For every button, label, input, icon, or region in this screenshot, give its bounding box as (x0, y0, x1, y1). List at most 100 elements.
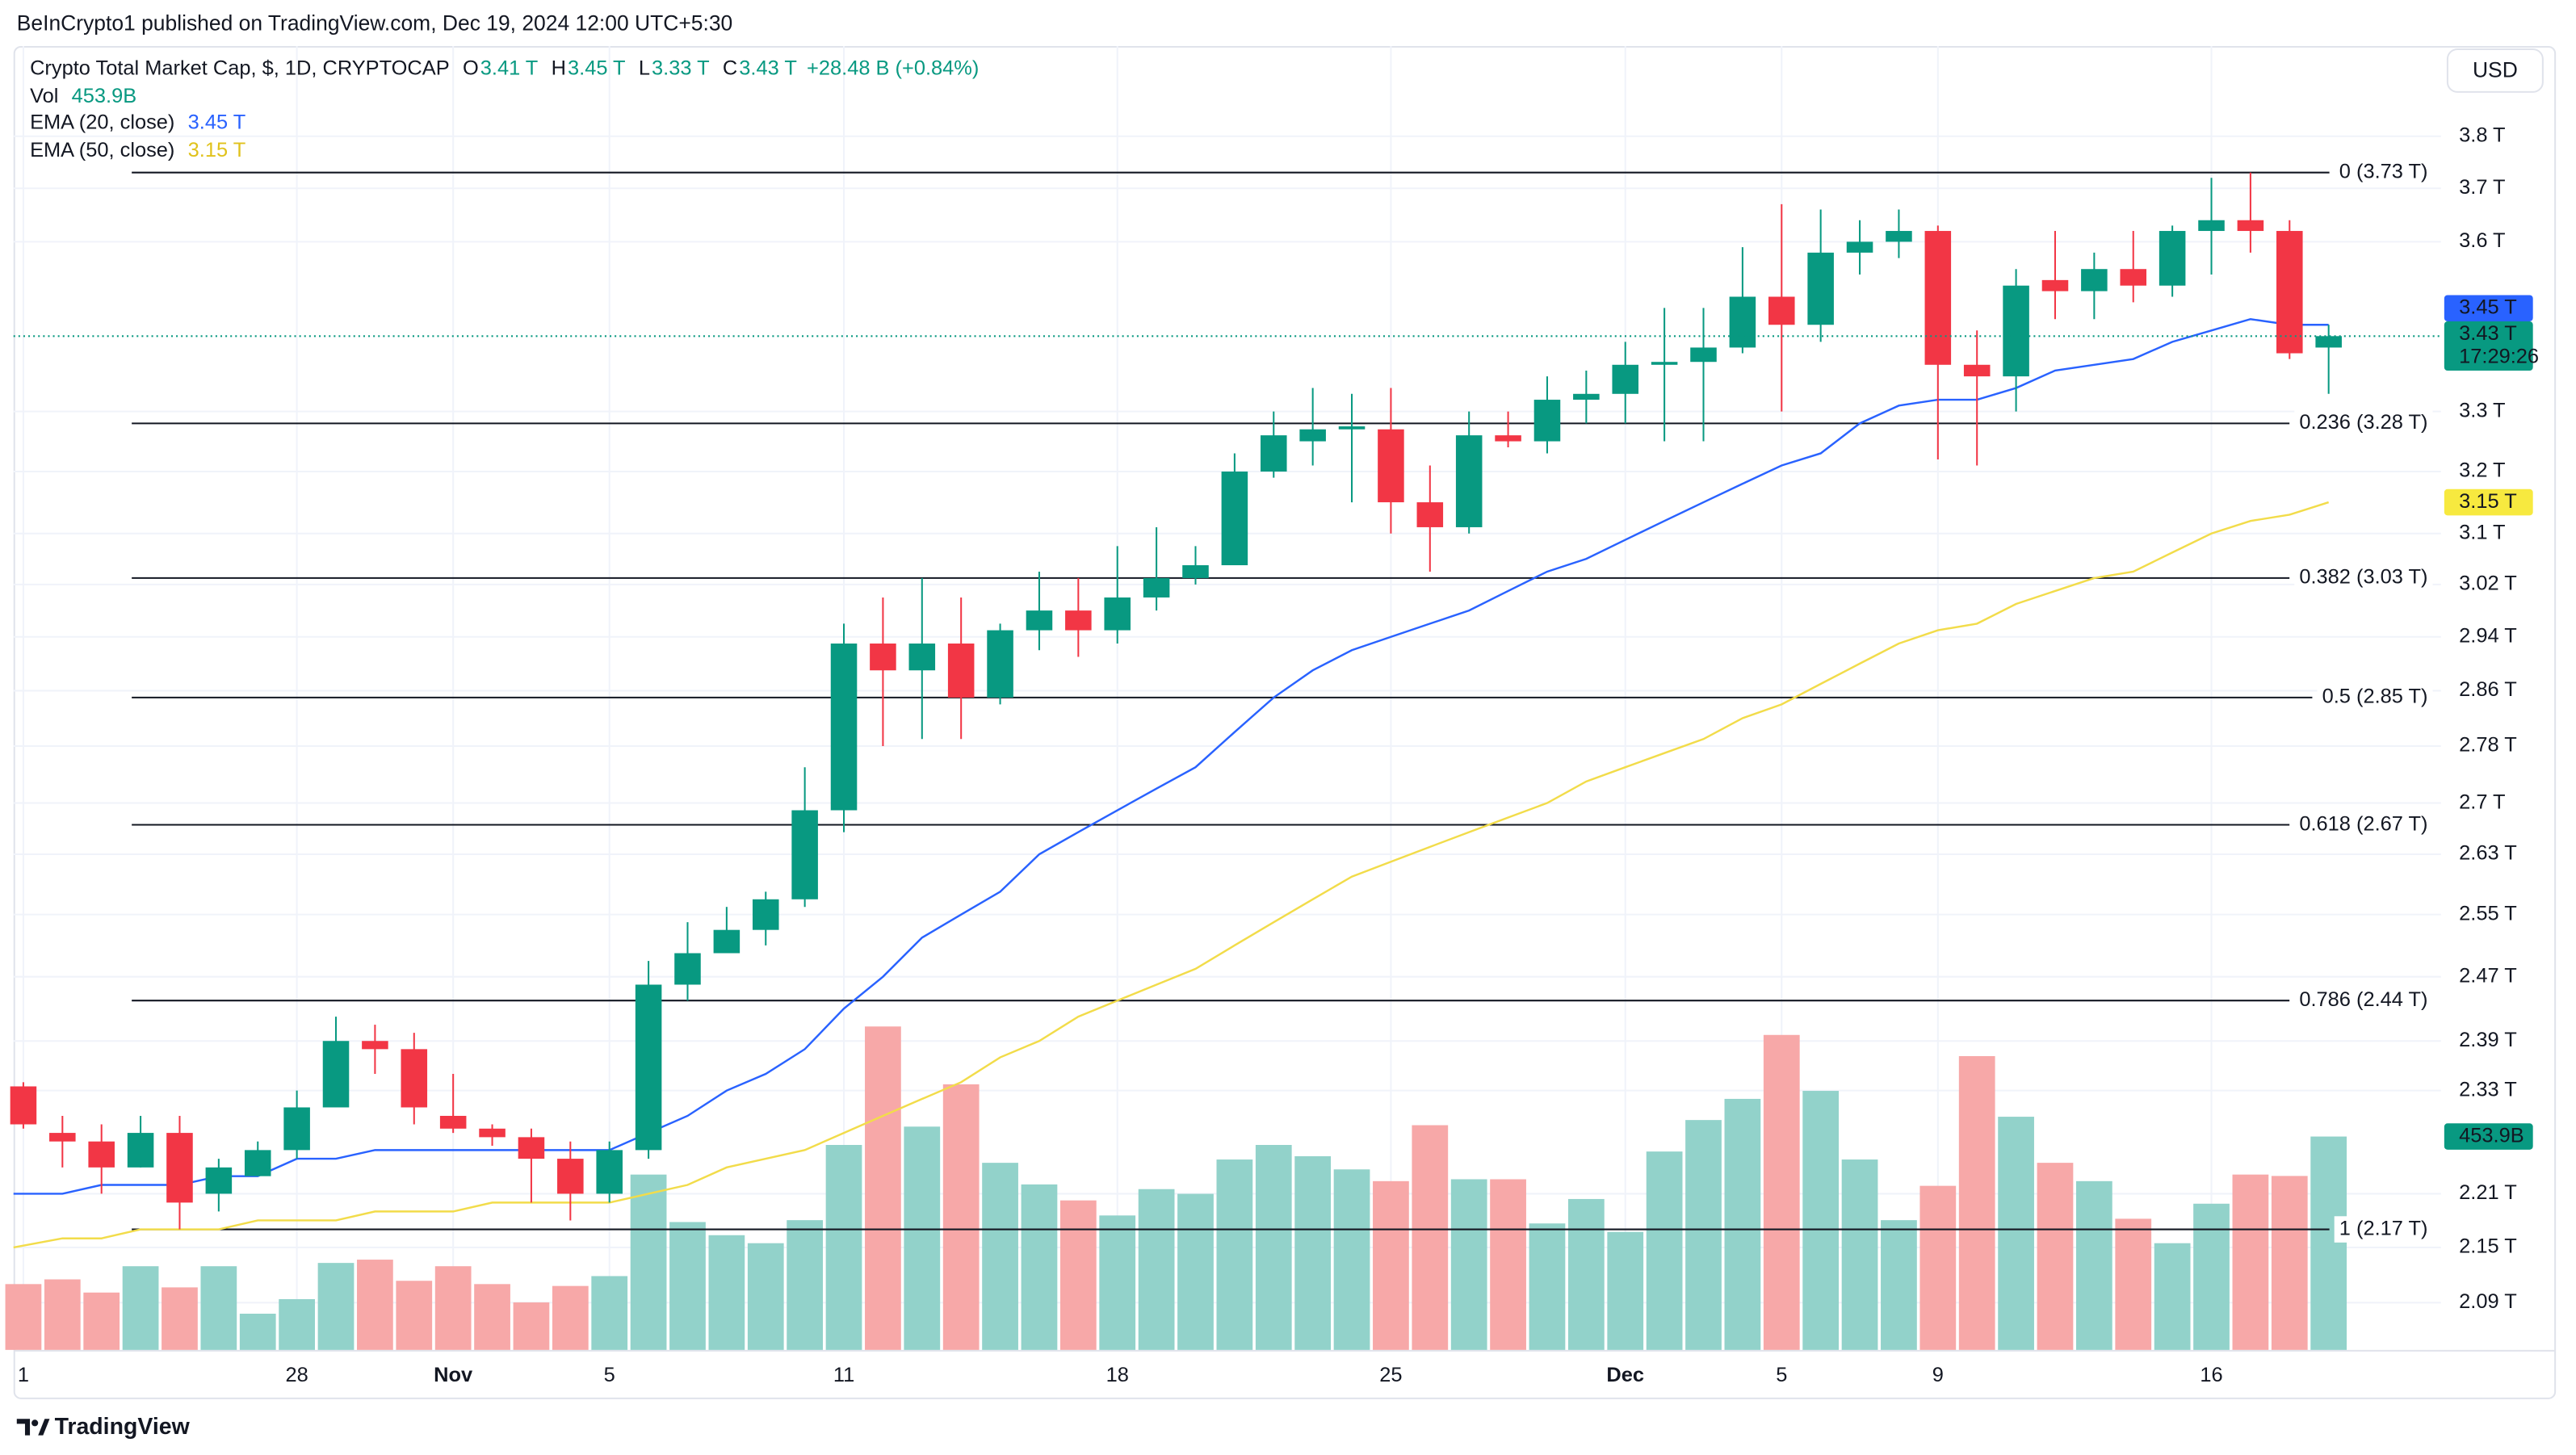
candle-body (752, 899, 779, 930)
candle-body (1533, 400, 1561, 442)
candle-body (88, 1141, 115, 1168)
candle-body (987, 630, 1013, 698)
x-tick-label: Dec (1606, 1364, 1644, 1386)
y-tick-label: 2.33 T (2459, 1078, 2517, 1101)
volume-bar (1255, 1144, 1292, 1350)
candle-body (1846, 241, 1873, 253)
x-tick-label: 28 (285, 1364, 308, 1386)
volume-bar (1841, 1159, 1878, 1350)
candle-body (1221, 472, 1248, 566)
fib-label-bg (2294, 564, 2433, 592)
ohlc-key: C (723, 57, 737, 79)
volume-bar (474, 1284, 510, 1350)
ema-value: 3.45 T (188, 111, 246, 133)
currency-button[interactable]: USD (2446, 48, 2544, 93)
candle-body (791, 810, 818, 899)
candle-body (362, 1041, 388, 1050)
fib-label: 0.5 (2.85 T) (2322, 686, 2428, 708)
y-tick-label: 2.86 T (2459, 678, 2517, 701)
candle-body (2276, 231, 2303, 354)
brand-logo: TradingView (16, 1414, 191, 1440)
legend-row-volume: Vol 453.9B (30, 85, 136, 107)
volume-bar (904, 1126, 941, 1350)
candle-body (2041, 279, 2069, 291)
logo-mark (38, 1419, 50, 1436)
ema20-label: 3.45 T (2459, 296, 2517, 318)
volume-bar (2154, 1243, 2191, 1350)
volume-bar (747, 1243, 784, 1350)
candle-body (1886, 231, 1912, 242)
volume-bar (1177, 1193, 1214, 1350)
volume-bar (1958, 1055, 1995, 1350)
currency-button-frame[interactable] (2446, 48, 2544, 93)
ohlc-value: 3.33 T (652, 57, 710, 79)
candle-body (674, 953, 701, 985)
ema50-label: 3.15 T (2459, 490, 2517, 513)
candle-body (2081, 269, 2108, 291)
volume-bar (1567, 1198, 1605, 1350)
candle-layer (10, 172, 2441, 1230)
candle-body (1924, 231, 1952, 365)
legend-row-ema20: EMA (20, close) 3.45 T (30, 111, 245, 133)
candle-body (1651, 362, 1678, 365)
y-tick-label: 2.39 T (2459, 1029, 2517, 1051)
ohlc-key: H (552, 57, 566, 79)
candle-body (166, 1133, 193, 1203)
volume-bar (83, 1292, 120, 1350)
axis-layer: 3.8 T 3.7 T 3.6 T 3.3 T 3.2 T 3.1 T 3.02 T 2.94… (18, 124, 2539, 1386)
candle-body (2315, 336, 2342, 348)
volume-bar (942, 1084, 980, 1350)
candle-body (10, 1086, 37, 1125)
volume-bar (982, 1163, 1018, 1350)
fib-label-bg (2294, 811, 2433, 838)
volume-bar (1099, 1215, 1136, 1350)
last-price-box (2444, 321, 2533, 371)
volume-bar (2271, 1176, 2308, 1350)
volume-bar (357, 1260, 393, 1350)
y-tick-label: 2.78 T (2459, 734, 2517, 757)
publisher-note: BeInCrypto1 published on TradingView.com… (17, 10, 732, 35)
volume-bar (122, 1266, 159, 1350)
volume-bar (434, 1266, 472, 1350)
currency-label[interactable]: USD (2473, 57, 2518, 82)
fib-label-bg (2334, 159, 2433, 186)
volume-bar (1412, 1125, 1449, 1350)
y-tick-label: 2.09 T (2459, 1290, 2517, 1313)
y-tick-label: 3.6 T (2459, 229, 2505, 252)
volume-bar (1373, 1180, 1409, 1350)
y-tick-label: 3.7 T (2459, 176, 2505, 199)
fib-label: 0.618 (2.67 T) (2299, 812, 2427, 835)
volume-bar (1646, 1151, 1683, 1350)
x-tick-label: 11 (833, 1364, 854, 1386)
volume-value: 453.9B (72, 85, 137, 107)
volume-bar (1881, 1220, 1917, 1350)
volume-bar (1138, 1189, 1175, 1350)
volume-bar (1333, 1169, 1370, 1350)
candle-body (1768, 296, 1795, 325)
ema-name: EMA (50, close) (30, 139, 174, 161)
candle-body (870, 644, 896, 671)
y-tick-label: 2.7 T (2459, 790, 2505, 813)
candle-body (947, 644, 975, 698)
candle-body (244, 1150, 271, 1176)
ema20-box (2444, 295, 2533, 321)
x-tick-label: 1 (18, 1364, 29, 1386)
candle-body (1104, 597, 1131, 631)
ema-value: 3.15 T (188, 139, 246, 161)
volume-layer (5, 1026, 2347, 1350)
legend-row-ema50: EMA (50, close) 3.15 T (30, 139, 245, 161)
volume-bar (239, 1314, 276, 1350)
candle-body (127, 1133, 154, 1168)
ema-line (13, 501, 2330, 1249)
volume-bar (1450, 1179, 1487, 1350)
candle-body (1807, 252, 1834, 325)
last-price-countdown: 17:29:26 (2459, 345, 2539, 367)
candle-body (908, 644, 936, 671)
volume-bar (5, 1284, 42, 1350)
candle-body (1573, 393, 1600, 400)
fib-label-bg (2334, 1216, 2433, 1243)
fib-layer: 0 (3.73 T) 0.236 (3.28 T) 0.382 (3.03 T) 0.… (132, 159, 2433, 1243)
ohlc-value: 3.45 T (568, 57, 626, 79)
x-tick-label: 16 (2200, 1364, 2222, 1386)
